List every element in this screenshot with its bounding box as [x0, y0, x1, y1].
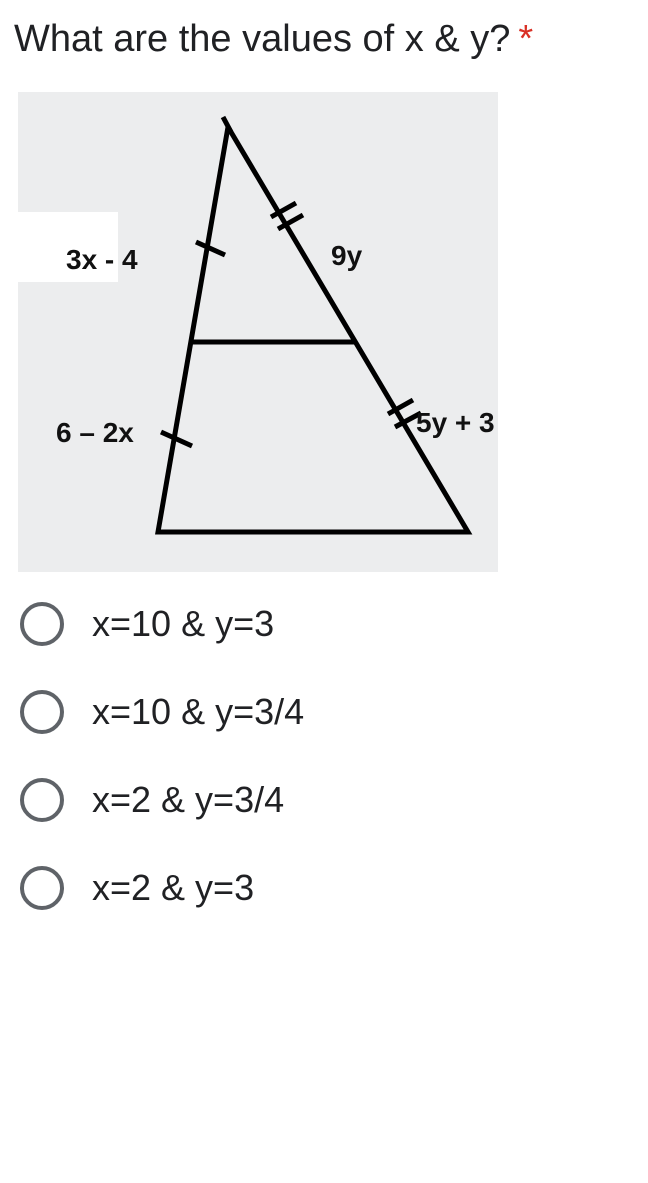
question-title: What are the values of x & y? *	[14, 16, 634, 64]
options-group: x=10 & y=3 x=10 & y=3/4 x=2 & y=3/4 x=2 …	[14, 602, 634, 910]
radio-icon[interactable]	[20, 690, 64, 734]
radio-icon[interactable]	[20, 866, 64, 910]
question-block: What are the values of x & y? * 3x - 4 6…	[0, 0, 648, 926]
label-top-right: 9y	[331, 240, 362, 272]
tick-left-upper	[196, 242, 225, 255]
option-label: x=10 & y=3	[92, 603, 274, 645]
option-2[interactable]: x=10 & y=3/4	[20, 690, 634, 734]
option-label: x=2 & y=3	[92, 867, 254, 909]
label-bottom-right: 5y + 3	[416, 407, 495, 439]
radio-icon[interactable]	[20, 778, 64, 822]
outer-triangle	[158, 127, 468, 532]
label-top-left: 3x - 4	[66, 244, 138, 276]
option-label: x=2 & y=3/4	[92, 779, 284, 821]
option-1[interactable]: x=10 & y=3	[20, 602, 634, 646]
label-bottom-left: 6 – 2x	[56, 417, 134, 449]
radio-icon[interactable]	[20, 602, 64, 646]
option-4[interactable]: x=2 & y=3	[20, 866, 634, 910]
option-label: x=10 & y=3/4	[92, 691, 304, 733]
option-3[interactable]: x=2 & y=3/4	[20, 778, 634, 822]
question-text: What are the values of x & y?	[14, 16, 510, 64]
apex-tip	[223, 117, 231, 132]
required-asterisk: *	[518, 16, 533, 64]
triangle-diagram: 3x - 4 6 – 2x 9y 5y + 3	[18, 92, 498, 572]
triangle-svg	[18, 92, 498, 572]
